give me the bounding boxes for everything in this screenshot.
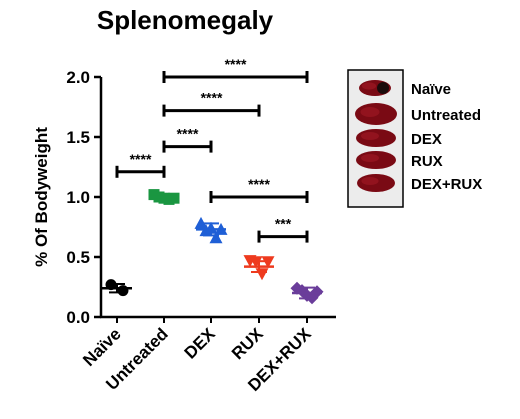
y-tick-label: 0.0 <box>66 308 90 327</box>
spleen-image <box>359 80 391 96</box>
group-1 <box>148 189 180 205</box>
significance-bracket: **** <box>162 56 309 83</box>
inset-label: Untreated <box>411 107 481 124</box>
inset-label: DEX+RUX <box>411 176 482 193</box>
significance-label: **** <box>225 56 247 72</box>
chart-title: Splenomegaly <box>97 5 274 35</box>
spleen-photo-inset: Naïve Untreated DEX RUX DEX+RUX <box>347 69 482 208</box>
group-4 <box>290 281 324 305</box>
spleen-shadow <box>377 82 389 94</box>
significance-brackets: *********************** <box>115 56 309 243</box>
data-point <box>249 256 263 269</box>
spleen-image <box>356 151 396 169</box>
spleen-shape <box>355 103 397 125</box>
y-axis: 0.0 0.5 1.0 1.5 2.0 <box>66 68 103 327</box>
spleen-highlight <box>361 82 377 90</box>
spleen-image <box>356 129 396 147</box>
significance-bracket: *** <box>257 216 309 243</box>
group-2 <box>194 216 228 244</box>
data-point <box>255 268 269 281</box>
significance-bracket: **** <box>162 90 261 117</box>
significance-label: **** <box>130 151 152 167</box>
spleen-image <box>357 174 395 192</box>
significance-bracket: **** <box>209 176 309 203</box>
y-axis-label: % Of Bodyweight <box>32 127 51 267</box>
group-3 <box>243 255 275 281</box>
data-point <box>117 285 129 297</box>
data-point <box>261 256 275 269</box>
y-tick-label: 1.0 <box>66 188 90 207</box>
spleen-shape <box>356 151 396 169</box>
significance-label: **** <box>248 176 270 192</box>
data-groups <box>102 189 324 305</box>
x-tick-label: Naïve <box>79 324 125 370</box>
spleen-image <box>355 103 397 125</box>
inset-labels: Naïve Untreated DEX RUX DEX+RUX <box>411 81 482 193</box>
spleen-highlight <box>361 131 379 141</box>
group-0 <box>102 279 132 297</box>
significance-label: **** <box>201 90 223 106</box>
spleen-highlight <box>361 176 379 186</box>
inset-label: Naïve <box>411 81 451 98</box>
x-tick-label: RUX <box>228 324 267 363</box>
spleen-shape <box>357 174 395 192</box>
inset-label: RUX <box>411 153 443 170</box>
y-tick-label: 2.0 <box>66 68 90 87</box>
spleen-images <box>355 80 397 192</box>
inset-label: DEX <box>411 131 442 148</box>
x-tick-label: DEX <box>181 324 220 363</box>
significance-bracket: **** <box>162 126 213 153</box>
data-point <box>194 216 208 229</box>
significance-label: **** <box>177 126 199 142</box>
significance-bracket: **** <box>115 151 166 178</box>
y-tick-label: 0.5 <box>66 248 90 267</box>
significance-label: *** <box>275 216 292 232</box>
spleen-highlight <box>360 107 380 117</box>
spleen-shape <box>356 129 396 147</box>
data-point <box>209 231 223 244</box>
y-tick-label: 1.5 <box>66 128 90 147</box>
spleen-highlight <box>361 153 379 163</box>
